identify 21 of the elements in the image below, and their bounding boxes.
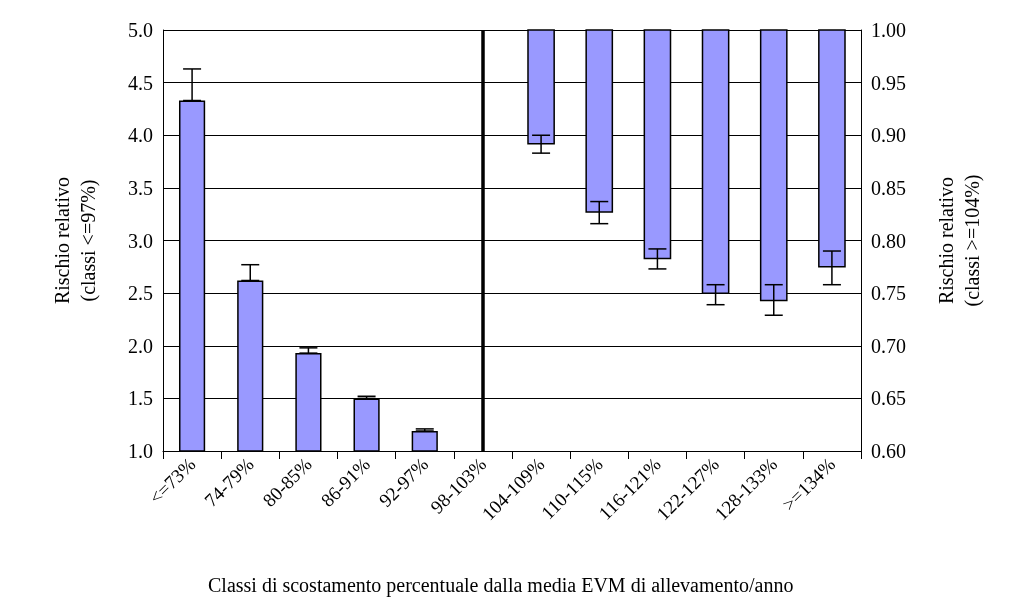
y-tick-label: 4.0	[128, 124, 153, 147]
y2-tick-label: 0.70	[871, 334, 906, 357]
x-axis-title: Classi di scostamento percentuale dalla media EVM di allevamento/anno	[208, 574, 794, 597]
y-axis-title: Rischio relativo (classi <=97%)	[51, 176, 100, 305]
y2-tick-label: 0.90	[871, 124, 906, 147]
y2-axis-title: Rischio relativo (classi >=104%)	[935, 174, 984, 307]
y-tick-label: 4.5	[128, 71, 153, 94]
y2-tick-label: 0.85	[871, 176, 906, 199]
y-tick-label: 2.0	[128, 334, 153, 357]
y-tick-label: 1.5	[128, 387, 153, 410]
y2-tick-label: 0.80	[871, 229, 906, 252]
y-tick-label: 5.0	[128, 19, 153, 41]
y2-tick-label: 0.65	[871, 387, 906, 410]
y-tick-label: 1.0	[128, 440, 153, 462]
y-tick-label: 2.5	[128, 282, 153, 305]
y2-tick-label: 1.00	[871, 19, 906, 41]
y-tick-label: 3.5	[128, 176, 153, 199]
y2-tick-label: 0.75	[871, 282, 906, 305]
y2-tick-label: 0.60	[871, 440, 906, 462]
y2-tick-label: 0.95	[871, 71, 906, 94]
y-tick-label: 3.0	[128, 229, 153, 252]
